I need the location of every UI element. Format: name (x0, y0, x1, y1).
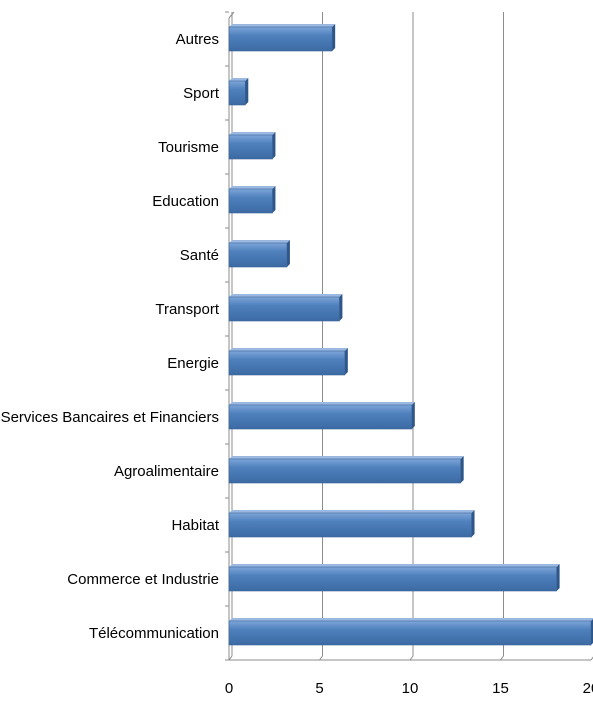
bar-1 (228, 24, 336, 52)
bar-side-face (471, 510, 475, 537)
bar-top-face (229, 240, 290, 243)
bar-top-face (229, 78, 249, 81)
bar-front-face (228, 242, 288, 268)
bar-front-face (228, 512, 472, 538)
category-label: Habitat (171, 517, 219, 534)
bar-front-face (228, 404, 413, 430)
x-tick-label: 20 (583, 680, 593, 697)
bar-front-face (228, 26, 333, 52)
bar-top-face (229, 618, 593, 621)
bar-side-face (339, 294, 343, 321)
bar-side-face (272, 186, 276, 213)
bar-front-face (228, 566, 557, 592)
x-tick-label: 0 (225, 680, 233, 697)
x-tick-label: 5 (315, 680, 323, 697)
category-label: Télécommunication (89, 625, 219, 642)
category-label: Commerce et Industrie (67, 571, 219, 588)
bar-side-face (245, 78, 249, 105)
bar-front-face (228, 188, 273, 214)
category-label: Santé (180, 247, 219, 264)
category-label: Tourisme (158, 139, 219, 156)
category-label: Transport (155, 301, 219, 318)
bar-front-face (228, 350, 346, 376)
floor-tick-5 (319, 655, 323, 661)
y-axis-top-edge (228, 11, 235, 19)
bar-top-face (229, 24, 336, 27)
bar-top-face (229, 294, 343, 297)
bar-top-face (229, 564, 560, 567)
category-label: Education (152, 193, 219, 210)
bar-3 (228, 132, 276, 160)
bar-top-face (229, 186, 276, 189)
bar-8 (228, 402, 415, 430)
bar-side-face (286, 240, 290, 267)
bar-front-face (228, 458, 461, 484)
category-label: Energie (167, 355, 219, 372)
category-label: Sport (183, 85, 220, 102)
bar-4 (228, 186, 276, 214)
category-label: Services Bancaires et Financiers (1, 409, 219, 426)
tick-labels: 0 5 10 15 20 (225, 680, 593, 697)
x-tick-label: 15 (492, 680, 509, 697)
bar-12 (228, 618, 593, 646)
gridlines (322, 12, 504, 656)
category-label: Agroalimentaire (114, 463, 219, 480)
bar-10 (228, 510, 475, 538)
bar-side-face (556, 564, 560, 591)
bar-front-face (228, 296, 340, 322)
bar-side-face (460, 456, 464, 483)
bar-top-face (229, 132, 276, 135)
bar-11 (228, 564, 560, 592)
bar-top-face (229, 402, 415, 405)
bar-side-face (411, 402, 415, 429)
bar-9 (228, 456, 464, 484)
bar-top-face (229, 510, 475, 513)
bar-5 (228, 240, 290, 268)
floor-tick-15 (500, 655, 504, 661)
x-tick-label: 10 (402, 680, 419, 697)
axes (225, 11, 593, 661)
bar-side-face (332, 24, 336, 51)
bar-side-face (272, 132, 276, 159)
bar-side-face (344, 348, 348, 375)
bar-front-face (228, 134, 273, 160)
category-label: Autres (176, 31, 219, 48)
floor-tick-10 (409, 655, 414, 661)
bars (228, 24, 593, 646)
bar-front-face (228, 620, 592, 646)
bar-2 (228, 78, 249, 106)
bar-7 (228, 348, 348, 376)
category-labels: Autres Sport Tourisme Education Santé Transpo… (1, 31, 220, 642)
bar-top-face (229, 348, 348, 351)
bar-6 (228, 294, 343, 322)
bar-front-face (228, 80, 246, 106)
bar-top-face (229, 456, 464, 459)
